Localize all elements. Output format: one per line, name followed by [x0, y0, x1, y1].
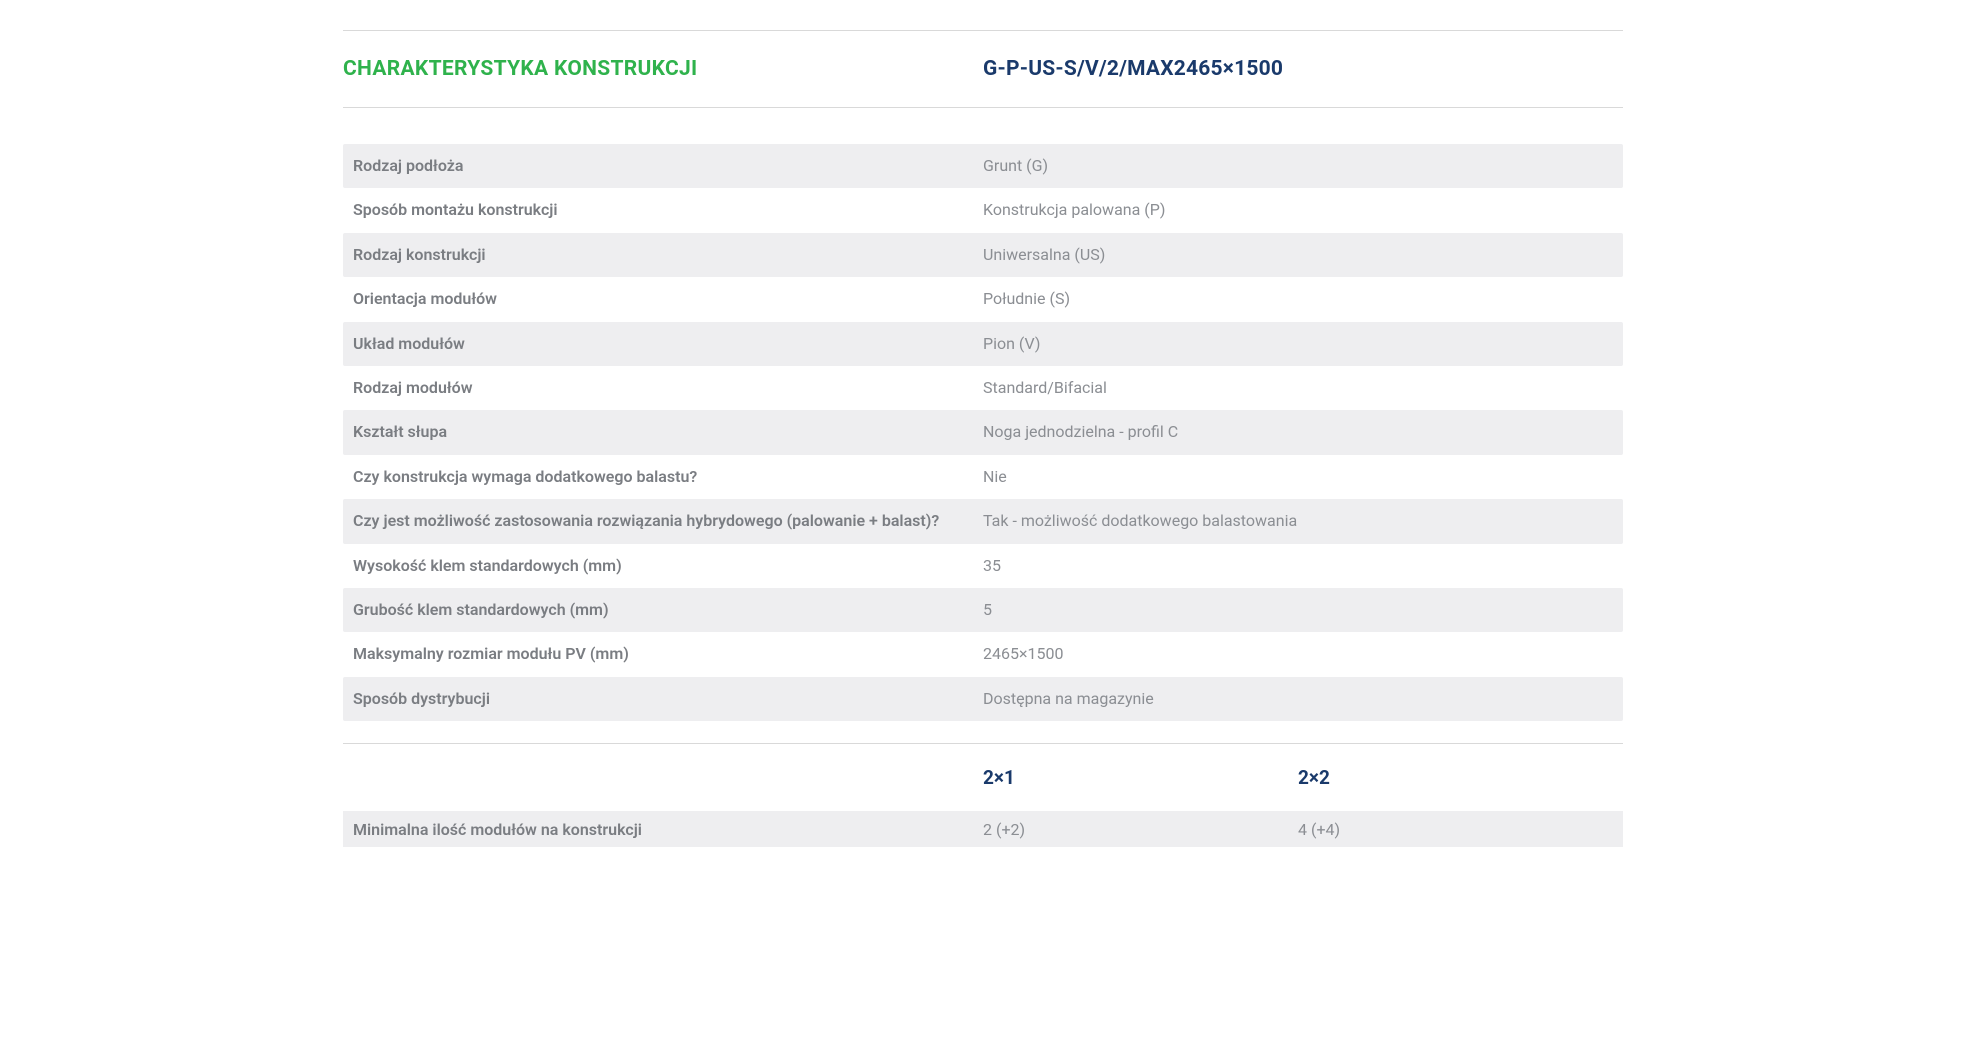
spec-value: 2465×1500: [983, 639, 1613, 669]
spec-label: Orientacja modułów: [353, 284, 983, 314]
table-row: Maksymalny rozmiar modułu PV (mm) 2465×1…: [343, 632, 1623, 676]
variant-column-header: 2×1: [983, 766, 1298, 789]
spec-value: Nie: [983, 462, 1613, 492]
spec-label: Rodzaj konstrukcji: [353, 240, 983, 270]
product-code: G-P-US-S/V/2/MAX2465×1500: [983, 57, 1623, 81]
spec-label: Czy jest możliwość zastosowania rozwiąza…: [353, 506, 983, 536]
spec-label: Maksymalny rozmiar modułu PV (mm): [353, 639, 983, 669]
spec-sheet: CHARAKTERYSTYKA KONSTRUKCJI G-P-US-S/V/2…: [283, 0, 1683, 887]
variant-column-header: 2×2: [1298, 766, 1613, 789]
spec-label: Grubość klem standardowych (mm): [353, 595, 983, 625]
spec-value: Południe (S): [983, 284, 1613, 314]
spec-label: Wysokość klem standardowych (mm): [353, 551, 983, 581]
spec-label: Układ modułów: [353, 329, 983, 359]
section-gap: [343, 721, 1623, 743]
spec-value: Pion (V): [983, 329, 1613, 359]
table-row: Orientacja modułów Południe (S): [343, 277, 1623, 321]
table-row: Minimalna ilość modułów na konstrukcji 2…: [343, 811, 1623, 847]
spec-value: 4 (+4): [1298, 820, 1613, 839]
section-title: CHARAKTERYSTYKA KONSTRUKCJI: [343, 57, 983, 81]
table-row: Grubość klem standardowych (mm) 5: [343, 588, 1623, 632]
table-row: Czy jest możliwość zastosowania rozwiąza…: [343, 499, 1623, 543]
spec-label: Czy konstrukcja wymaga dodatkowego balas…: [353, 462, 983, 492]
table-row: Rodzaj modułów Standard/Bifacial: [343, 366, 1623, 410]
spec-value: 2 (+2): [983, 820, 1298, 839]
variants-header-row: 2×1 2×2: [343, 744, 1623, 811]
table-row: Sposób dystrybucji Dostępna na magazynie: [343, 677, 1623, 721]
table-row: Kształt słupa Noga jednodzielna - profil…: [343, 410, 1623, 454]
table-row: Układ modułów Pion (V): [343, 322, 1623, 366]
variants-empty-cell: [353, 766, 983, 789]
spec-value: Standard/Bifacial: [983, 373, 1613, 403]
spec-value: Noga jednodzielna - profil C: [983, 417, 1613, 447]
spec-label: Rodzaj modułów: [353, 373, 983, 403]
table-row: Rodzaj podłoża Grunt (G): [343, 144, 1623, 188]
spec-label: Kształt słupa: [353, 417, 983, 447]
table-row: Rodzaj konstrukcji Uniwersalna (US): [343, 233, 1623, 277]
specs-table: Rodzaj podłoża Grunt (G) Sposób montażu …: [343, 144, 1623, 721]
spec-value: Dostępna na magazynie: [983, 684, 1613, 714]
spec-label: Sposób dystrybucji: [353, 684, 983, 714]
spec-value: 35: [983, 551, 1613, 581]
spec-value: Konstrukcja palowana (P): [983, 195, 1613, 225]
spec-value: 5: [983, 595, 1613, 625]
spec-label: Minimalna ilość modułów na konstrukcji: [353, 820, 983, 839]
table-row: Wysokość klem standardowych (mm) 35: [343, 544, 1623, 588]
spec-value: Grunt (G): [983, 151, 1613, 181]
spec-value: Uniwersalna (US): [983, 240, 1613, 270]
table-row: Sposób montażu konstrukcji Konstrukcja p…: [343, 188, 1623, 232]
spec-label: Rodzaj podłoża: [353, 151, 983, 181]
spec-label: Sposób montażu konstrukcji: [353, 195, 983, 225]
divider-under-header: [343, 107, 1623, 108]
header-row: CHARAKTERYSTYKA KONSTRUKCJI G-P-US-S/V/2…: [343, 31, 1623, 107]
table-row: Czy konstrukcja wymaga dodatkowego balas…: [343, 455, 1623, 499]
spec-value: Tak - możliwość dodatkowego balastowania: [983, 506, 1613, 536]
